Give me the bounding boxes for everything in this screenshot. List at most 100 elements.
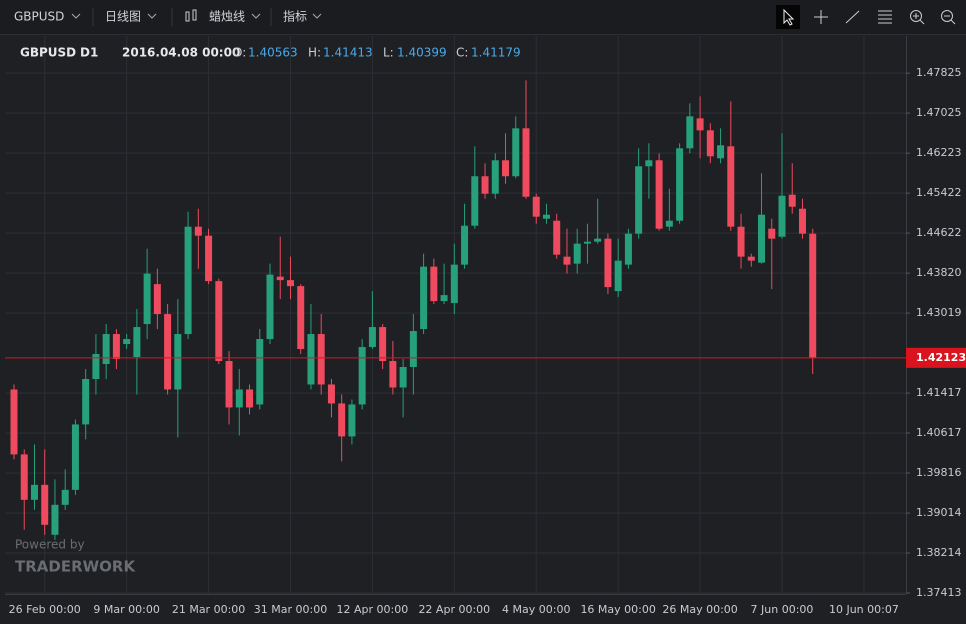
candle-body — [30, 484, 38, 500]
candle-body — [737, 226, 745, 257]
x-tick-label: 7 Jun 00:00 — [751, 603, 814, 616]
symbol-selector[interactable]: GBPUSD — [14, 10, 64, 24]
info-time: 2016.04.08 00:00 — [122, 46, 240, 60]
candle-body — [338, 403, 346, 437]
dropdown-icon — [71, 13, 81, 19]
info-low: 1.40399 — [397, 46, 447, 60]
zoom-in[interactable] — [910, 10, 925, 25]
crosshair-tool[interactable] — [814, 10, 828, 24]
candle-body — [194, 226, 202, 236]
info-label: L: — [383, 46, 394, 60]
y-tick-label: 1.46223 — [916, 146, 962, 159]
candle-body — [583, 241, 591, 244]
candle-body — [532, 196, 540, 217]
candle-body — [389, 361, 397, 388]
last-price-label: 1.42123 — [916, 351, 966, 364]
y-tick-label: 1.39014 — [916, 506, 962, 519]
candle-body — [512, 128, 520, 177]
candle-body — [379, 327, 387, 362]
candle-body — [317, 334, 325, 385]
candle-body — [440, 295, 448, 302]
candle-body — [215, 281, 223, 362]
candle-body — [164, 314, 172, 390]
x-tick-label: 10 Jun 00:07 — [829, 603, 899, 616]
candle-body — [307, 334, 315, 385]
candle-body — [327, 384, 335, 404]
candle-body — [409, 331, 417, 368]
info-label: O: — [233, 46, 246, 60]
candle-body — [778, 195, 786, 237]
candle-body — [594, 238, 602, 242]
candle-body — [461, 225, 469, 265]
fib-tool[interactable] — [878, 10, 892, 24]
x-tick-label: 12 Apr 00:00 — [337, 603, 409, 616]
info-label: H: — [308, 46, 321, 60]
x-tick-label: 26 May 00:00 — [662, 603, 737, 616]
y-tick-label: 1.40617 — [916, 426, 962, 439]
y-tick-label: 1.43820 — [916, 266, 962, 279]
candle-body — [471, 176, 479, 226]
candle-body — [798, 208, 806, 234]
candle-body — [573, 243, 581, 264]
cursor-tool[interactable] — [776, 5, 800, 29]
candle-body — [92, 354, 100, 379]
candle-body — [563, 256, 571, 265]
period-selector[interactable]: 日线图 — [105, 10, 141, 24]
x-tick-label: 4 May 00:00 — [502, 603, 570, 616]
candle-body — [61, 489, 69, 505]
candle-body — [51, 504, 59, 535]
info-symbol: GBPUSD — [20, 46, 76, 60]
info-label: C: — [456, 46, 468, 60]
y-tick-label: 1.39816 — [916, 466, 962, 479]
candle-body — [123, 339, 131, 345]
candle-body — [358, 347, 366, 405]
y-tick-label: 1.41417 — [916, 386, 962, 399]
candle-body — [553, 220, 561, 255]
candle-body — [788, 194, 796, 207]
candle-body — [266, 274, 274, 340]
candle-body — [256, 339, 264, 405]
candle-body — [235, 389, 243, 408]
candle-body — [143, 273, 151, 325]
dropdown-icon — [147, 13, 157, 19]
zoom-out[interactable] — [941, 10, 956, 25]
y-tick-label: 1.47825 — [916, 66, 962, 79]
candle-body — [665, 220, 673, 227]
x-tick-label: 22 Apr 00:00 — [418, 603, 490, 616]
candle-body — [706, 130, 714, 157]
trendline-tool[interactable] — [845, 10, 860, 24]
candle-body — [481, 176, 489, 194]
candle-body — [624, 233, 632, 265]
info-open: 1.40563 — [248, 46, 298, 60]
candle-body — [604, 238, 612, 288]
candle-body — [297, 286, 305, 350]
last-price-tag — [906, 347, 966, 368]
watermark-brand: TRADERWORK — [15, 558, 136, 576]
indicator-selector[interactable]: 指标 — [283, 9, 307, 24]
toolbar — [0, 0, 966, 34]
candle-body — [41, 484, 49, 525]
style-selector[interactable]: 蜡烛线 — [209, 10, 245, 24]
candle-body — [348, 404, 356, 437]
candle-body — [420, 266, 428, 330]
candle-body — [635, 166, 643, 234]
x-tick-label: 9 Mar 00:00 — [93, 603, 159, 616]
candle-body — [491, 160, 499, 194]
candle-body — [399, 367, 407, 388]
x-tick-label: 21 Mar 00:00 — [172, 603, 245, 616]
info-high: 1.41413 — [323, 46, 373, 60]
x-tick-label: 16 May 00:00 — [580, 603, 655, 616]
y-tick-label: 1.45422 — [916, 186, 962, 199]
watermark-powered: Powered by — [15, 538, 85, 552]
dropdown-icon — [251, 13, 261, 19]
candle-body — [430, 266, 438, 302]
candle-body — [502, 160, 510, 177]
y-tick-label: 1.37413 — [916, 586, 962, 599]
candle-body — [153, 284, 161, 315]
y-tick-label: 1.44622 — [916, 226, 962, 239]
candle-body — [758, 214, 766, 263]
x-tick-label: 31 Mar 00:00 — [254, 603, 327, 616]
x-tick-label: 26 Feb 00:00 — [9, 603, 81, 616]
